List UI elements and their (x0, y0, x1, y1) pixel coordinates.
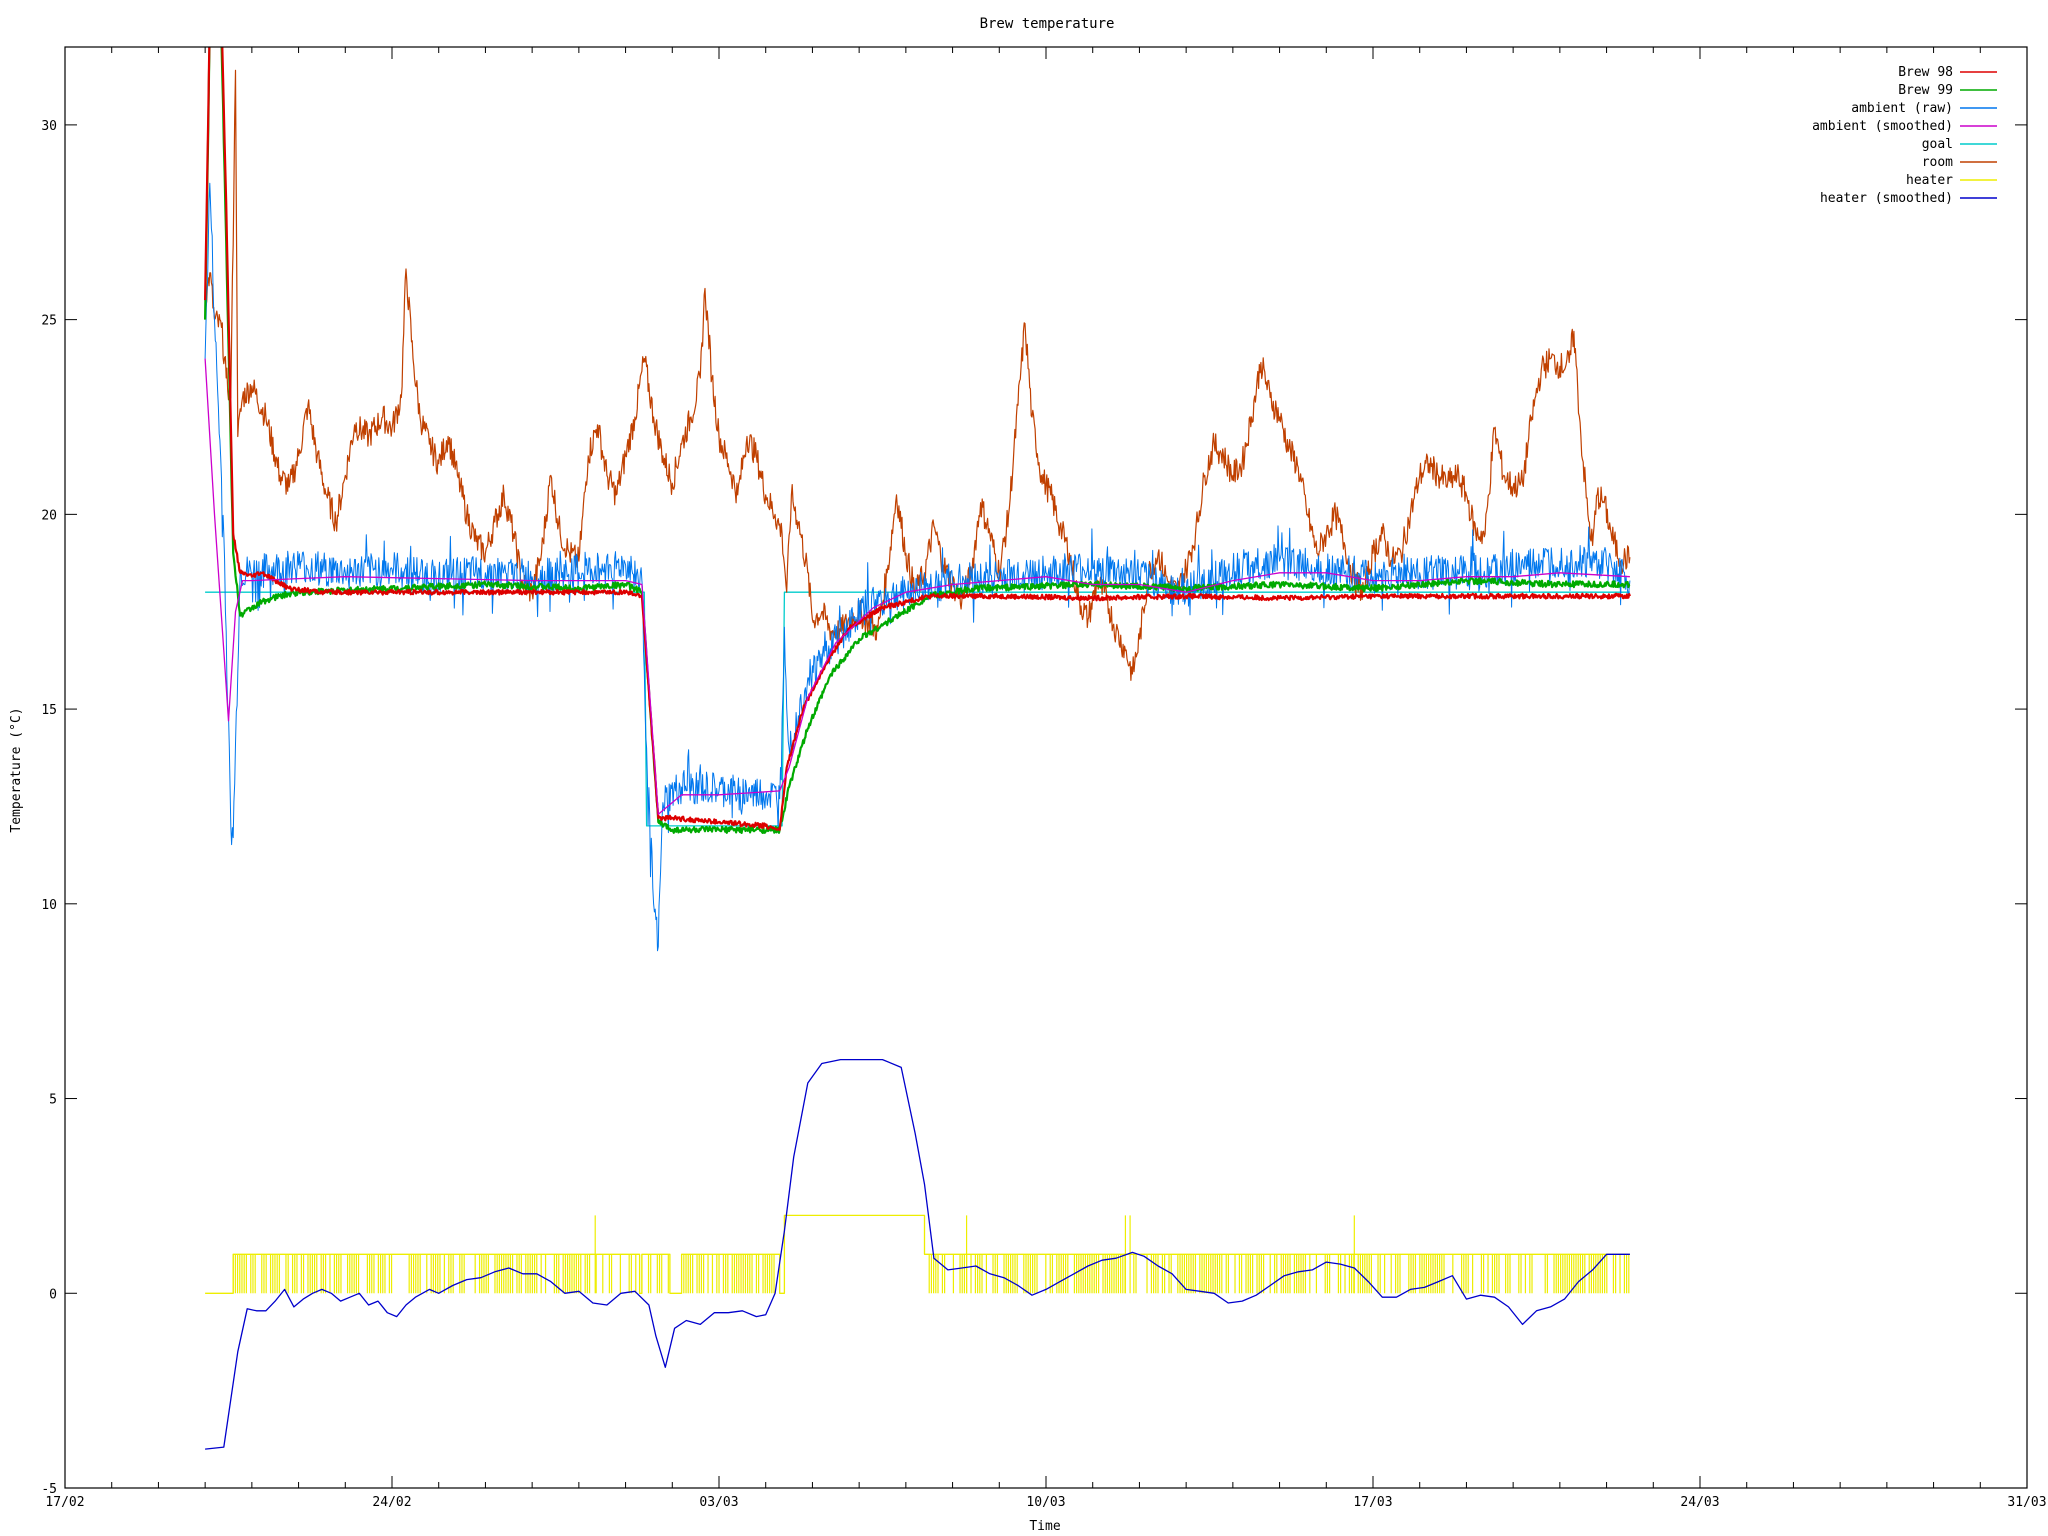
y-tick-label: 0 (49, 1287, 57, 1302)
x-tick-label: 17/03 (1353, 1495, 1392, 1510)
series-line-ambient-smoothed- (204, 358, 1630, 815)
chart-title: Brew temperature (980, 16, 1115, 32)
x-tick-label: 24/02 (372, 1495, 411, 1510)
series-line-goal (205, 591, 1630, 827)
x-tick-label: 03/03 (699, 1495, 738, 1510)
y-tick-label: -5 (41, 1482, 57, 1497)
series-group (204, 47, 1631, 1450)
x-tick-label: 24/03 (1680, 1495, 1719, 1510)
legend-label: goal (1922, 137, 1953, 152)
legend: Brew 98 Brew 99 ambient (raw) ambient (smoo… (1812, 65, 1997, 206)
series-line-room (204, 69, 1631, 681)
series-line-brew-99 (204, 47, 1631, 834)
y-tick-label: 5 (49, 1093, 57, 1108)
series-line-ambient-raw- (204, 182, 1631, 952)
heater-band (683, 1254, 775, 1294)
legend-label: heater (1906, 173, 1953, 188)
legend-label: ambient (smoothed) (1812, 119, 1953, 134)
legend-label: Brew 99 (1898, 83, 1953, 98)
x-tick-label: 10/03 (1026, 1495, 1065, 1510)
legend-label: ambient (raw) (1851, 101, 1953, 116)
series-line-heater-smoothed- (205, 1058, 1630, 1450)
plot-frame (64, 46, 2028, 1489)
heater-band (928, 1254, 1630, 1294)
x-tick-label: 17/02 (45, 1495, 84, 1510)
series-line-brew-98 (204, 47, 1631, 831)
x-tick-label: 31/03 (2007, 1495, 2046, 1510)
heater-band (641, 1254, 669, 1294)
series-line-heater (205, 1214, 1630, 1294)
y-tick-label: 20 (41, 508, 57, 523)
legend-label: room (1922, 155, 1953, 170)
x-axis-label: Time (1029, 1519, 1060, 1534)
axes: -5 0 5 10 15 20 25 30 17/02 24/02 03/03 10/03 17/03 2… (41, 47, 2047, 1510)
y-tick-label: 30 (41, 119, 57, 134)
legend-label: heater (smoothed) (1820, 191, 1953, 206)
y-axis-label: Temperature (°C) (9, 707, 24, 832)
y-tick-label: 10 (41, 898, 57, 913)
y-tick-label: 25 (41, 314, 57, 329)
legend-label: Brew 98 (1898, 65, 1953, 80)
heater-band (232, 1254, 637, 1294)
y-tick-label: 15 (41, 703, 57, 718)
